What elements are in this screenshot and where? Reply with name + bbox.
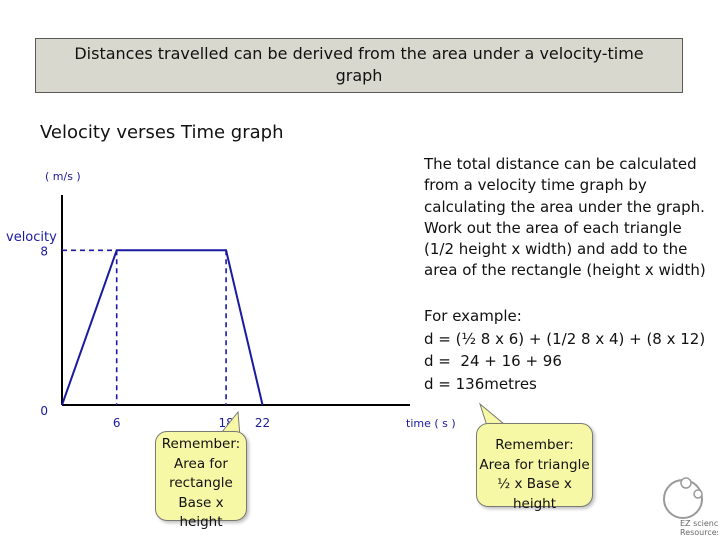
example-line: d = 24 + 16 + 96 bbox=[424, 352, 562, 370]
x-tick-label: 6 bbox=[113, 416, 121, 430]
y-axis-unit-label: ( m/s ) bbox=[45, 170, 81, 183]
example-line: d = 136metres bbox=[424, 374, 537, 393]
x-axis-label: time ( s ) bbox=[406, 417, 456, 430]
logo-text-2: Resources bbox=[680, 528, 718, 537]
callout-line: Area for bbox=[174, 455, 228, 472]
y-axis-label: velocity bbox=[6, 230, 57, 245]
chart-heading: Velocity verses Time graph bbox=[40, 122, 284, 143]
explanation-line: Work out the area of each triangle bbox=[424, 218, 682, 237]
explanation-line: (1/2 height x width) and add to the bbox=[424, 240, 688, 259]
title-banner: Distances travelled can be derived from … bbox=[35, 38, 683, 93]
explanation-line: from a velocity time graph by bbox=[424, 176, 647, 195]
callout-line: rectangle bbox=[169, 475, 233, 491]
callout-line: Base x height bbox=[178, 494, 224, 531]
y-tick-label: 8 bbox=[40, 244, 48, 258]
publisher-logo: EZ science Resources bbox=[663, 477, 718, 537]
velocity-series-line bbox=[61, 249, 264, 406]
explanation-text: The total distance can be calculated fro… bbox=[424, 154, 716, 282]
triangle-area-callout: Remember: Area for triangle ½ x Base x h… bbox=[476, 423, 593, 512]
x-tick-label: 22 bbox=[255, 416, 270, 430]
worked-example: For example: d = (½ 8 x 6) + (1/2 8 x 4)… bbox=[424, 305, 716, 395]
callout-line: Remember: bbox=[161, 436, 241, 452]
example-line: For example: bbox=[424, 307, 522, 325]
rectangle-area-callout: Remember: Area for rectangle Base x heig… bbox=[155, 431, 247, 530]
callout-line: Area for triangle bbox=[479, 456, 590, 473]
callout-line: ½ x Base x height bbox=[497, 476, 572, 512]
callout-line: Remember: bbox=[495, 437, 574, 453]
explanation-line: The total distance can be calculated bbox=[424, 155, 697, 173]
title-line-1: Distances travelled can be derived from … bbox=[74, 44, 644, 63]
example-line: d = (½ 8 x 6) + (1/2 8 x 4) + (8 x 12) bbox=[424, 329, 706, 348]
title-line-2: graph bbox=[335, 66, 383, 85]
explanation-line: area of the rectangle (height x width) bbox=[424, 261, 706, 280]
y-tick-label: 0 bbox=[40, 404, 48, 418]
logo-text-1: EZ science bbox=[680, 519, 718, 528]
explanation-line: calculating the area under the graph. bbox=[424, 197, 705, 216]
